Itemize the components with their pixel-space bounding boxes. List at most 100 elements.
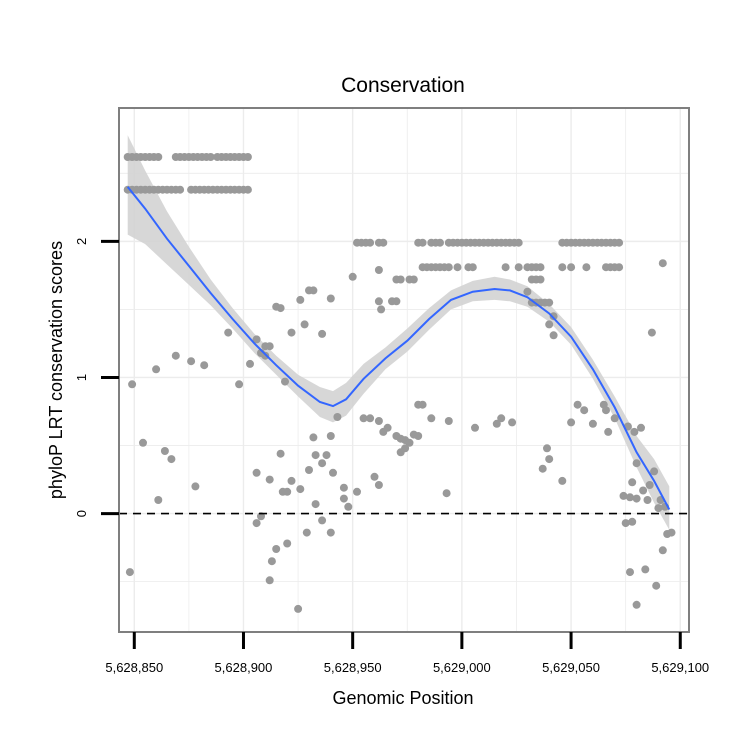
- data-point: [171, 351, 180, 360]
- data-point: [243, 153, 252, 161]
- data-point: [318, 459, 327, 468]
- data-point: [318, 329, 327, 338]
- data-point: [296, 295, 305, 304]
- data-point: [514, 238, 523, 247]
- data-point: [224, 328, 233, 337]
- data-point: [626, 568, 634, 577]
- data-point: [252, 468, 261, 477]
- data-point: [283, 539, 292, 548]
- data-point: [643, 496, 652, 504]
- data-point: [573, 400, 582, 409]
- data-point: [379, 238, 388, 247]
- data-point: [366, 414, 375, 423]
- data-point: [366, 238, 375, 247]
- data-point: [377, 305, 386, 314]
- data-point: [545, 455, 554, 464]
- data-point: [265, 475, 274, 484]
- data-point: [200, 361, 209, 370]
- data-point: [309, 286, 318, 295]
- plot-panel-border: [118, 107, 690, 633]
- data-point: [160, 447, 169, 455]
- data-point: [370, 472, 379, 481]
- data-point: [652, 581, 661, 590]
- x-axis-ticks: 5,628,850 5,628,900 5,628,950 5,629,000 5,62…: [105, 632, 709, 675]
- data-point: [339, 483, 348, 492]
- data-point: [567, 418, 576, 427]
- data-point: [602, 406, 610, 415]
- smooth-trend-line: [126, 186, 671, 510]
- data-point: [492, 419, 501, 428]
- data-point: [322, 451, 331, 460]
- chart-title: Conservation: [341, 74, 465, 97]
- data-point: [632, 494, 641, 503]
- data-point: [152, 365, 161, 374]
- data-point: [626, 493, 634, 502]
- data-point: [444, 417, 453, 425]
- data-point: [374, 297, 383, 306]
- data-point: [615, 263, 624, 272]
- data-point: [658, 546, 667, 555]
- data-point: [549, 312, 558, 321]
- data-point: [128, 380, 137, 389]
- x-tick-label: 5,629,000: [433, 660, 491, 675]
- x-tick-label: 5,628,850: [105, 660, 163, 675]
- data-point: [418, 238, 427, 247]
- data-point: [650, 467, 659, 476]
- x-axis-label: Genomic Position: [332, 688, 473, 708]
- data-point: [318, 516, 327, 525]
- data-point: [333, 413, 342, 421]
- data-point: [167, 455, 176, 464]
- y-axis-ticks: 0 1 2: [74, 238, 119, 517]
- data-point: [558, 263, 567, 272]
- data-point: [619, 491, 628, 500]
- y-tick-label: 2: [74, 238, 89, 245]
- data-point: [604, 427, 613, 436]
- data-point: [639, 486, 648, 495]
- data-point: [348, 272, 357, 281]
- data-point: [536, 275, 545, 284]
- data-point: [497, 414, 506, 423]
- data-point: [615, 238, 624, 247]
- data-point: [628, 478, 637, 487]
- data-point: [276, 304, 285, 313]
- data-point: [508, 418, 517, 427]
- data-point: [265, 342, 274, 351]
- y-tick-label: 0: [74, 510, 89, 517]
- data-point: [265, 576, 274, 585]
- data-point: [647, 328, 656, 337]
- data-point: [305, 466, 313, 474]
- data-point: [276, 449, 285, 458]
- data-point: [396, 448, 405, 457]
- data-point: [405, 438, 414, 447]
- data-point: [246, 359, 254, 368]
- data-point: [272, 545, 281, 553]
- data-point: [374, 417, 383, 425]
- data-point: [326, 432, 335, 440]
- data-point: [630, 427, 639, 436]
- y-axis-label: phyloP LRT conservation scores: [46, 241, 66, 499]
- data-point: [453, 263, 462, 272]
- data-point: [339, 494, 348, 503]
- data-point: [588, 419, 597, 428]
- x-tick-label: 5,629,100: [651, 660, 709, 675]
- data-point: [567, 263, 576, 272]
- data-point: [580, 406, 589, 415]
- data-point: [374, 481, 383, 489]
- data-point: [300, 320, 309, 329]
- data-point: [309, 433, 318, 442]
- data-point: [392, 297, 401, 306]
- data-point: [418, 400, 427, 409]
- data-point: [409, 275, 418, 284]
- data-point: [632, 600, 641, 609]
- data-point: [414, 432, 423, 440]
- data-point: [645, 481, 654, 489]
- data-point: [344, 502, 353, 511]
- data-point: [621, 519, 630, 528]
- data-point: [628, 517, 637, 526]
- data-point: [514, 263, 523, 272]
- data-point: [206, 153, 215, 161]
- data-point: [278, 487, 287, 496]
- data-point: [359, 414, 368, 423]
- data-point: [667, 528, 676, 537]
